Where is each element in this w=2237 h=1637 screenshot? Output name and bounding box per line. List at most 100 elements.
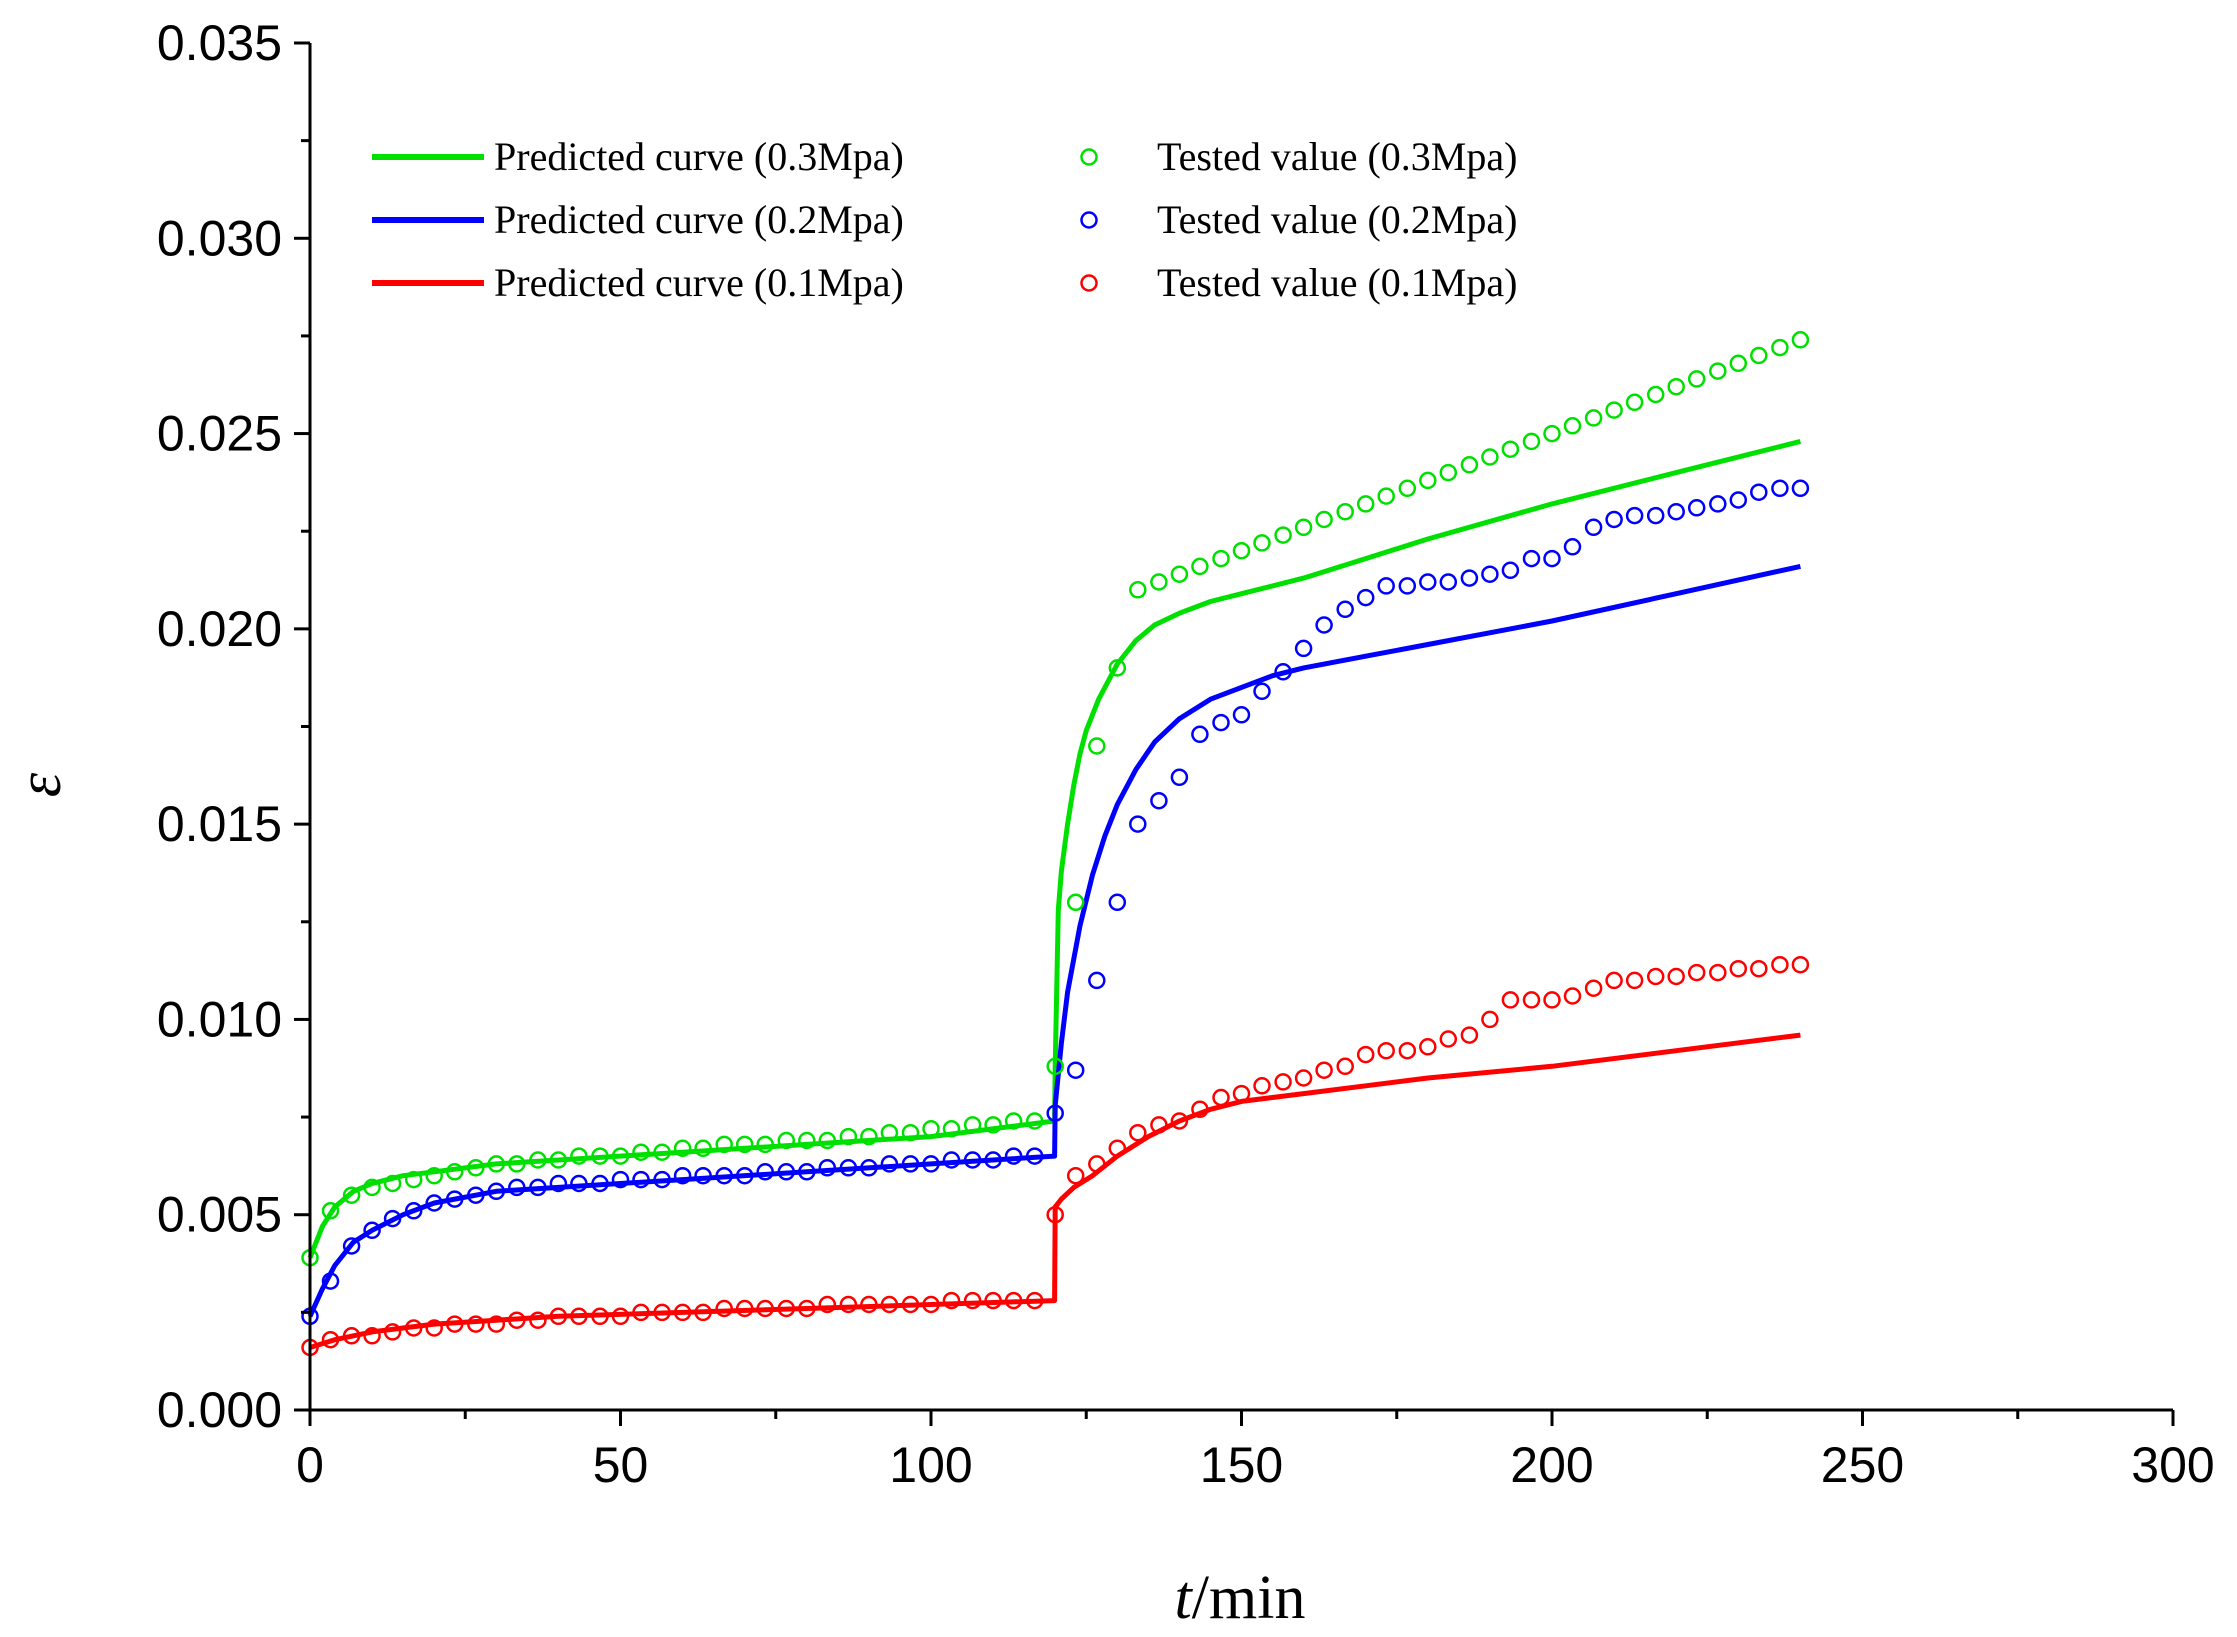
tested-value-point <box>1460 1026 1479 1044</box>
tested-value-point <box>321 1272 340 1290</box>
tested-value-point <box>1025 1291 1044 1310</box>
tested-value-point <box>1025 1147 1044 1165</box>
tested-value-point <box>1522 432 1541 451</box>
tested-value-point <box>508 1311 526 1329</box>
tested-value-point <box>1170 1112 1189 1130</box>
tested-value-point <box>1377 487 1395 505</box>
tested-value-point <box>1066 1166 1085 1185</box>
legend-entry-label: Tested value (0.2Mpa) <box>1157 197 1517 242</box>
tested-value-point <box>1004 1291 1023 1310</box>
tested-value-point <box>1129 1123 1147 1142</box>
tested-value-point <box>404 1202 423 1220</box>
tested-value-point <box>715 1299 733 1318</box>
tested-value-point <box>1729 491 1748 509</box>
tested-value-point <box>363 1221 381 1240</box>
tested-value-point <box>1646 967 1665 986</box>
tested-value-point <box>1709 362 1727 380</box>
tested-value-point <box>1212 549 1230 568</box>
legend-marker-swatch <box>1080 274 1098 292</box>
tested-value-point <box>1584 409 1603 427</box>
tested-value-point <box>1356 588 1375 607</box>
tested-value-point <box>1522 549 1541 568</box>
tested-value-point <box>1439 1030 1458 1048</box>
tested-value-point <box>1709 495 1727 513</box>
tested-value-point <box>1501 991 1520 1009</box>
tested-value-point <box>1667 502 1685 521</box>
tested-value-point <box>1377 1041 1395 1060</box>
tested-value-point <box>1501 440 1520 458</box>
y-tick-label: 0.000 <box>157 1382 282 1438</box>
tested-value-point <box>1336 600 1354 619</box>
tested-value-point <box>1501 561 1520 580</box>
tested-value-point <box>1605 401 1623 419</box>
tested-value-point <box>1004 1147 1023 1165</box>
tested-value-point <box>818 1295 837 1314</box>
tested-value-point <box>963 1116 982 1134</box>
tested-value-point <box>1398 1041 1417 1060</box>
tested-value-point <box>1460 569 1479 587</box>
tested-value-point <box>1315 510 1333 529</box>
tested-value-point <box>611 1147 630 1165</box>
tested-value-point <box>1315 616 1333 634</box>
tested-value-point <box>404 1170 423 1189</box>
tested-value-point <box>1646 506 1665 525</box>
tested-value-point <box>1294 518 1313 537</box>
tested-value-point <box>1150 573 1168 591</box>
tested-value-point <box>529 1311 547 1329</box>
tested-value-point <box>735 1166 754 1185</box>
tested-value-point <box>1004 1112 1023 1130</box>
tested-value-point <box>1253 682 1271 701</box>
y-tick-label: 0.025 <box>157 406 282 462</box>
tested-value-point <box>321 1330 340 1349</box>
tested-value-point <box>756 1135 774 1154</box>
tested-value-point <box>963 1291 982 1310</box>
tested-value-point <box>1419 471 1437 490</box>
legend-marker-swatch <box>1080 211 1098 229</box>
tested-value-point <box>860 1295 878 1314</box>
tested-value-point <box>818 1159 837 1177</box>
tested-value-point <box>1791 331 1810 349</box>
tested-value-point <box>839 1159 858 1177</box>
tested-value-point <box>1543 991 1561 1009</box>
legend-entry-label: Predicted curve (0.3Mpa) <box>494 134 904 179</box>
tested-value-point <box>922 1120 940 1138</box>
tested-value-point <box>1709 963 1727 982</box>
tested-value-point <box>798 1131 816 1150</box>
tested-value-point <box>922 1295 940 1314</box>
y-tick-label: 0.020 <box>157 601 282 657</box>
tested-value-point <box>591 1174 609 1193</box>
y-tick-label: 0.030 <box>157 210 282 266</box>
tested-value-point <box>591 1307 609 1326</box>
tested-value-point <box>673 1303 692 1322</box>
tested-value-point <box>942 1120 961 1138</box>
tested-value-point <box>1543 549 1561 568</box>
tested-value-point <box>653 1170 671 1189</box>
tested-value-point <box>549 1151 568 1169</box>
tested-value-point <box>1687 370 1706 388</box>
tested-value-point <box>901 1295 920 1314</box>
tested-value-point <box>880 1123 899 1142</box>
tested-value-point <box>942 1291 961 1310</box>
tested-value-point <box>321 1202 340 1220</box>
tested-value-point <box>1088 971 1106 990</box>
x-axis-title: t/min <box>1175 1564 1306 1632</box>
tested-value-point <box>1191 557 1209 576</box>
tested-value-point <box>715 1166 733 1185</box>
tested-value-point <box>1481 1010 1499 1029</box>
tested-value-point <box>1294 639 1313 658</box>
tested-value-point <box>1584 518 1603 537</box>
tested-value-point <box>1315 1061 1333 1079</box>
tested-value-point <box>673 1139 692 1158</box>
tested-value-point <box>1336 1057 1354 1076</box>
tested-value-point <box>1543 424 1561 443</box>
tested-value-point <box>1191 725 1209 744</box>
tested-value-point <box>1439 463 1458 482</box>
tested-value-point <box>1046 1205 1064 1224</box>
tested-value-point <box>735 1299 754 1318</box>
tested-value-point <box>1625 506 1644 525</box>
tested-value-point <box>798 1163 816 1181</box>
tested-value-point <box>1791 479 1810 498</box>
tested-value-point <box>942 1151 961 1169</box>
tested-value-point <box>715 1135 733 1154</box>
tested-value-point <box>1791 955 1810 974</box>
